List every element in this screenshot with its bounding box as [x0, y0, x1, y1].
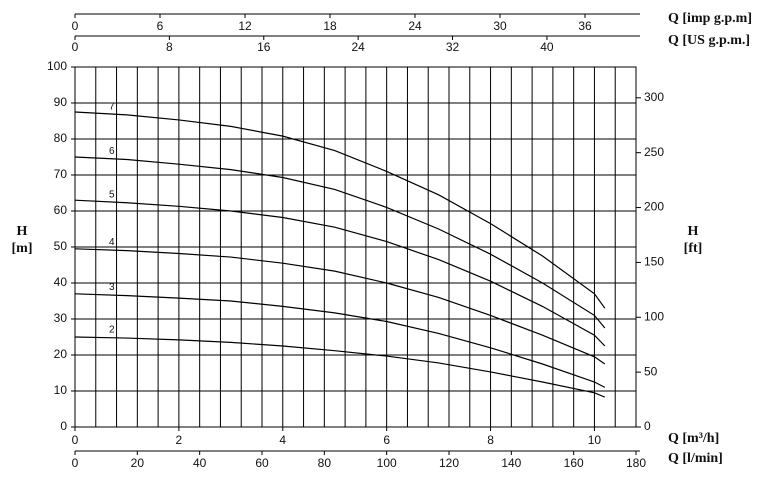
- x3-tick-label: 18: [323, 19, 337, 33]
- y-tick-label: 80: [54, 131, 68, 145]
- y-tick-label: 90: [54, 95, 68, 109]
- x4-tick-label: 24: [351, 40, 365, 54]
- x2-tick-label: 40: [193, 456, 207, 470]
- x-tick-label: 0: [72, 433, 79, 447]
- x-tick-label: 10: [588, 433, 602, 447]
- x2-label: Q [l/min]: [668, 451, 723, 466]
- y2-tick-label: 100: [644, 309, 664, 323]
- y2-unit: [ft]: [684, 241, 703, 256]
- x2-tick-label: 80: [318, 456, 332, 470]
- x2-tick-label: 160: [564, 456, 584, 470]
- y-tick-label: 20: [54, 347, 68, 361]
- pump-curve: [74, 111, 606, 309]
- x3-tick-label: 0: [72, 19, 79, 33]
- curve-label: 5: [109, 189, 115, 200]
- y-tick-label: 50: [54, 239, 68, 253]
- x2-tick-label: 20: [131, 456, 145, 470]
- x-label: Q [m³/h]: [668, 431, 719, 446]
- x2-tick-label: 100: [377, 456, 397, 470]
- y-tick-label: 100: [47, 59, 67, 73]
- x2-tick-label: 140: [501, 456, 521, 470]
- y2-tick-label: 50: [644, 364, 658, 378]
- y-tick-label: 10: [54, 383, 68, 397]
- y2-tick-label: 300: [644, 90, 664, 104]
- y-tick-label: 30: [54, 311, 68, 325]
- y2-tick-label: 200: [644, 200, 664, 214]
- y2-tick-label: 150: [644, 255, 664, 269]
- pump-curve: [74, 199, 606, 347]
- curve-label: 6: [109, 146, 115, 157]
- x4-tick-label: 8: [166, 40, 173, 54]
- curve-label: 7: [109, 102, 115, 113]
- curve-label: 2: [109, 325, 115, 336]
- y-tick-label: 40: [54, 275, 68, 289]
- x3-tick-label: 6: [157, 19, 164, 33]
- y2-tick-label: 250: [644, 145, 664, 159]
- x-tick-label: 4: [279, 433, 286, 447]
- x4-tick-label: 16: [257, 40, 271, 54]
- x4-tick-label: 32: [446, 40, 460, 54]
- y-tick-label: 60: [54, 203, 68, 217]
- x2-tick-label: 0: [72, 456, 79, 470]
- x2-tick-label: 60: [255, 456, 269, 470]
- x3-tick-label: 24: [408, 19, 422, 33]
- x4-tick-label: 40: [540, 40, 554, 54]
- x-tick-label: 6: [383, 433, 390, 447]
- y-tick-label: 70: [54, 167, 68, 181]
- x4-label: Q [US g.p.m.]: [668, 33, 750, 48]
- x2-tick-label: 120: [439, 456, 459, 470]
- y2-tick-label: 0: [644, 419, 651, 433]
- y-tick-label: 0: [60, 419, 67, 433]
- x-tick-label: 8: [487, 433, 494, 447]
- pump-curve: [74, 248, 606, 365]
- x3-label: Q [imp g.p.m]: [668, 11, 752, 26]
- x3-tick-label: 12: [238, 19, 252, 33]
- y2-label: H: [688, 224, 699, 239]
- x3-tick-label: 36: [578, 19, 592, 33]
- y-label: H: [17, 224, 28, 239]
- x3-tick-label: 30: [493, 19, 507, 33]
- curve-label: 3: [109, 282, 115, 293]
- x-tick-label: 2: [176, 433, 183, 447]
- pump-curve: [74, 336, 606, 398]
- pump-curve: [74, 156, 606, 329]
- y-unit: [m]: [12, 241, 33, 256]
- x2-tick-label: 180: [626, 456, 646, 470]
- pump-curve: [74, 293, 606, 388]
- x4-tick-label: 0: [72, 40, 79, 54]
- curve-label: 4: [109, 237, 115, 248]
